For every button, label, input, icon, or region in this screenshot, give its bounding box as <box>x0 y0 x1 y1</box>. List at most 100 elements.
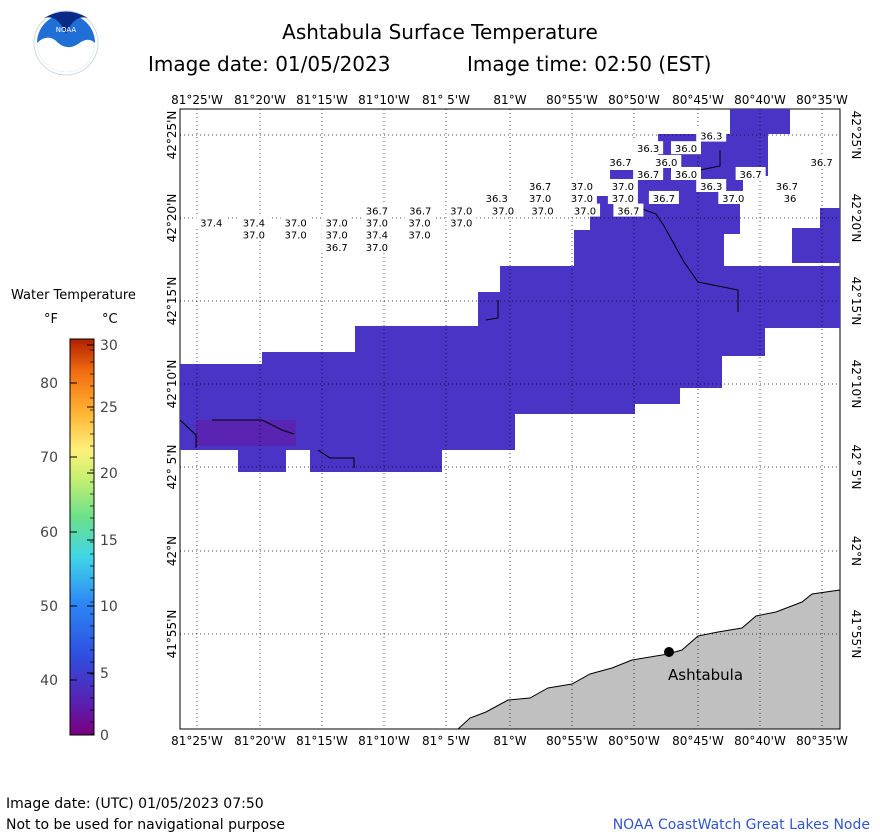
svg-text:37.0: 37.0 <box>450 207 472 218</box>
lat-label: 42°15'N <box>165 277 179 326</box>
legend-unit-c: °C <box>102 312 118 327</box>
temperature-reading: 37.0 <box>607 178 638 193</box>
svg-text:36.3: 36.3 <box>637 144 659 155</box>
temperature-reading: 37.0 <box>527 203 558 218</box>
temperature-reading: 36 <box>775 190 806 205</box>
temperature-reading: 36.7 <box>735 166 766 181</box>
svg-text:37.0: 37.0 <box>408 219 430 230</box>
svg-text:36.7: 36.7 <box>776 182 798 193</box>
temperature-reading: 36.3 <box>696 128 727 143</box>
temperature-reading: 36.7 <box>806 154 837 169</box>
temperature-reading: 36.3 <box>633 141 664 155</box>
svg-text:37.0: 37.0 <box>492 207 514 218</box>
lon-label: 81°20'W <box>234 734 286 748</box>
land-area <box>456 589 841 730</box>
svg-text:36.7: 36.7 <box>810 158 832 169</box>
legend-f-tick: 80 <box>40 376 58 392</box>
city-label: Ashtabula <box>668 666 743 684</box>
lat-label: 41°55'N <box>849 610 863 659</box>
lon-label: 80°40'W <box>734 734 786 748</box>
svg-text:37.0: 37.0 <box>243 231 265 242</box>
legend-c-tick: 25 <box>100 400 118 416</box>
svg-text:36.0: 36.0 <box>675 144 697 155</box>
lat-label: 42°25'N <box>849 111 863 160</box>
temperature-reading: 37.0 <box>361 215 392 230</box>
lon-label: 80°45'W <box>672 734 724 748</box>
svg-text:36.0: 36.0 <box>675 170 697 181</box>
svg-text:36.3: 36.3 <box>700 182 722 193</box>
temperature-reading: 37.0 <box>361 240 392 254</box>
temperature-reading: 37.0 <box>607 190 638 205</box>
lon-label: 81°25'W <box>171 734 223 748</box>
lon-label: 80°55'W <box>546 734 598 748</box>
temperature-reading: 37.0 <box>404 215 435 230</box>
svg-text:37.0: 37.0 <box>722 194 744 205</box>
credit-link[interactable]: NOAA CoastWatch Great Lakes Node <box>612 817 870 833</box>
svg-text:37.0: 37.0 <box>531 207 553 218</box>
temperature-reading: 37.0 <box>718 190 749 205</box>
svg-text:37.0: 37.0 <box>408 231 430 242</box>
legend-unit-f: °F <box>44 312 58 327</box>
lat-label: 42°N <box>165 536 179 566</box>
svg-text:36.7: 36.7 <box>617 207 639 218</box>
temperature-reading: 37.4 <box>196 215 227 230</box>
lat-label: 42° 5'N <box>165 445 179 490</box>
legend-title: Water Temperature <box>11 288 136 303</box>
noaa-logo: NOAA <box>33 10 99 76</box>
lon-label: 81°15'W <box>296 93 348 107</box>
svg-text:36.7: 36.7 <box>409 207 431 218</box>
svg-text:37.0: 37.0 <box>285 219 307 230</box>
temperature-reading: 37.0 <box>321 227 352 242</box>
lon-label: 81°20'W <box>234 93 286 107</box>
temperature-reading: 37.0 <box>566 190 597 205</box>
legend-c-tick: 30 <box>100 338 118 354</box>
temperature-reading: 36.7 <box>605 154 636 169</box>
legend-c-tick: 5 <box>100 666 109 682</box>
svg-text:37.0: 37.0 <box>571 182 593 193</box>
svg-text:36.7: 36.7 <box>529 182 551 193</box>
temperature-reading: 36.7 <box>405 203 436 218</box>
temperature-reading: 36.7 <box>648 190 679 205</box>
svg-text:37.4: 37.4 <box>200 219 222 230</box>
lat-label: 42°25'N <box>165 111 179 160</box>
temperature-reading: 36.7 <box>361 203 392 218</box>
temperature-reading: 36.7 <box>771 178 802 193</box>
lon-label: 80°55'W <box>546 93 598 107</box>
svg-text:36.7: 36.7 <box>609 158 631 169</box>
temperature-reading: 37.0 <box>321 215 352 230</box>
temperature-reading: 36.0 <box>651 154 682 169</box>
legend-f-tick: 70 <box>40 450 58 466</box>
temperature-reading: 36.7 <box>321 240 352 254</box>
disclaimer: Not to be used for navigational purpose <box>6 817 285 833</box>
svg-text:37.0: 37.0 <box>326 231 348 242</box>
temperature-reading: 36.0 <box>670 166 701 181</box>
temperature-reading: 37.0 <box>280 215 311 230</box>
temperature-reading: 37.0 <box>570 203 601 218</box>
lat-label: 42°N <box>849 536 863 566</box>
legend-f-tick: 50 <box>40 599 58 615</box>
temperature-reading: 37.0 <box>446 203 477 218</box>
legend-f-tick: 40 <box>40 673 58 689</box>
temperature-reading: 36.7 <box>633 166 664 181</box>
lon-label: 81° 5'W <box>422 734 470 748</box>
svg-text:37.4: 37.4 <box>243 219 265 230</box>
temperature-reading: 37.4 <box>238 215 269 230</box>
lon-label: 81° 5'W <box>422 93 470 107</box>
axis-labels: 81°25'W 81°25'W 81°20'W 81°20'W 81°15'W 81°15… <box>165 93 863 748</box>
image-time: Image time: 02:50 (EST) <box>467 52 712 76</box>
svg-text:37.0: 37.0 <box>571 194 593 205</box>
temperature-reading: 37.0 <box>566 178 597 193</box>
svg-text:37.0: 37.0 <box>285 231 307 242</box>
lon-label: 80°40'W <box>734 93 786 107</box>
temperature-reading: 37.4 <box>361 227 392 242</box>
temperature-reading: 37.0 <box>446 215 477 230</box>
lon-label: 80°45'W <box>672 93 724 107</box>
temperature-reading: 37.0 <box>404 227 435 242</box>
svg-text:36.7: 36.7 <box>366 207 388 218</box>
lat-label: 42°10'N <box>849 360 863 409</box>
svg-text:37.0: 37.0 <box>574 207 596 218</box>
lat-label: 42°10'N <box>165 360 179 409</box>
temperature-readings: 36.336.3 36.036.7 36.0 36.736.7 36.0 36.736.7… <box>196 128 837 254</box>
svg-text:37.0: 37.0 <box>366 243 388 254</box>
